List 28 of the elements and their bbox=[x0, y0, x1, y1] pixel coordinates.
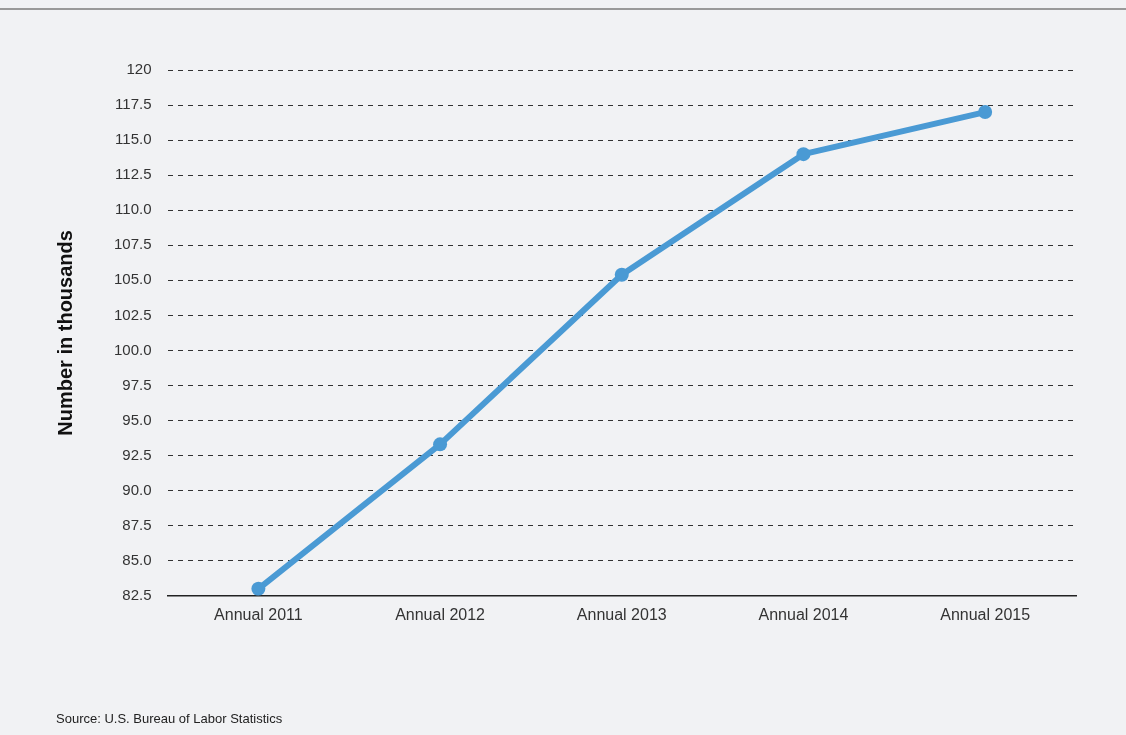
y-tick-label: 102.5 bbox=[113, 305, 152, 323]
x-tick-label: Annual 2015 bbox=[940, 605, 1031, 623]
y-tick-label: 110.0 bbox=[115, 200, 152, 218]
y-tick-label: 82.5 bbox=[122, 585, 152, 603]
x-tick-label: Annual 2011 bbox=[214, 605, 303, 623]
y-tick-label: 92.5 bbox=[122, 445, 152, 463]
point bbox=[251, 581, 266, 596]
point bbox=[978, 105, 993, 120]
point bbox=[433, 437, 448, 452]
y-tick-label: 105.0 bbox=[113, 270, 152, 288]
y-tick-label: 100.0 bbox=[113, 340, 152, 358]
y-tick-label: 87.5 bbox=[122, 515, 152, 533]
y-tick-label: 117.5 bbox=[115, 95, 152, 113]
y-tick-label: 97.5 bbox=[122, 375, 152, 393]
y-tick-label: 107.5 bbox=[113, 235, 152, 253]
point bbox=[796, 147, 811, 162]
y-tick-label: 95.0 bbox=[122, 410, 152, 428]
y-tick-label: 112.5 bbox=[115, 165, 152, 183]
x-tick-label: Annual 2012 bbox=[395, 605, 486, 623]
y-tick-label: 115.0 bbox=[115, 130, 152, 148]
x-tick-label: Annual 2013 bbox=[576, 605, 667, 623]
y-tick-label: 90.0 bbox=[122, 480, 152, 498]
point bbox=[614, 267, 629, 282]
x-tick-label: Annual 2014 bbox=[758, 605, 849, 623]
y-tick-label: 120 bbox=[126, 60, 152, 78]
y-axis-title: Number in thousands bbox=[53, 230, 76, 436]
source-note: Source: U.S. Bureau of Labor Statistics bbox=[56, 710, 283, 726]
y-tick-label: 85.0 bbox=[122, 550, 152, 568]
